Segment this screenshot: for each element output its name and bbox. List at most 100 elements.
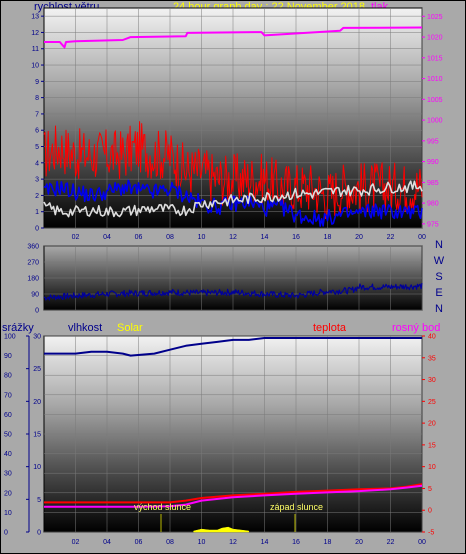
rain-humidity-tick-label: 40	[4, 451, 12, 458]
wind-time-label: 18	[324, 234, 332, 241]
pressure-tick-label: 1000	[427, 118, 443, 125]
rain-humidity-tick-label: 80	[4, 373, 12, 380]
rain-humidity-tick-label: 10	[4, 510, 12, 517]
solar-tick-label: 5	[37, 497, 41, 504]
wind-white-line	[43, 180, 423, 218]
wind-tick-label: 12	[31, 30, 39, 37]
solar-tick-label: 10	[33, 464, 41, 471]
temperature-time-label: 06	[135, 539, 143, 546]
solar-label: Solar	[117, 322, 143, 334]
rain-label: srážky	[2, 322, 34, 334]
wind-time-label: 04	[103, 234, 111, 241]
pressure-line	[44, 26, 423, 49]
wind-tick-label: 13	[31, 14, 39, 21]
dew-point-line	[44, 484, 423, 508]
wind-tick-label: 11	[32, 46, 39, 53]
compass-label: S	[435, 271, 442, 283]
temperature-line	[44, 483, 423, 504]
wind-tick-label: 4	[35, 160, 39, 167]
wind-time-label: 02	[72, 234, 80, 241]
solar-tick-label: 0	[37, 530, 41, 537]
temperature-label: teplota	[313, 322, 347, 334]
pressure-tick-label: 995	[427, 138, 439, 145]
direction-tick-label: 0	[35, 308, 39, 315]
compass-label: E	[435, 287, 442, 299]
temperature-tick-label: 5	[428, 486, 432, 493]
wind-tick-label: 7	[35, 111, 39, 118]
temperature-tick-label: 35	[428, 355, 436, 362]
temperature-tick-label: 40	[428, 334, 436, 341]
wind-time-label: 10	[198, 234, 206, 241]
rain-humidity-tick-label: 0	[4, 530, 8, 537]
direction-series	[43, 282, 423, 301]
direction-tick-label: 360	[27, 244, 39, 251]
wind-time-label: 00	[418, 234, 426, 241]
pressure-tick-label: 975	[427, 221, 439, 228]
solar-axis: 0 5 10 15 20 25 30	[26, 334, 41, 537]
temperature-time-axis: 02 04 06 08 10 12 14 16 18 20 22 00	[72, 539, 426, 546]
temperature-time-label: 16	[292, 539, 300, 546]
wind-tick-label: 8	[35, 95, 39, 102]
sunset-label: západ slunce	[270, 502, 323, 512]
temperature-series	[44, 337, 423, 533]
wind-tick-label: 2	[35, 193, 39, 200]
pressure-tick-label: 1005	[427, 97, 443, 104]
wind-average-line	[43, 179, 423, 227]
solar-tick-label: 20	[33, 399, 41, 406]
pressure-tick-label: 1025	[427, 14, 443, 21]
solar-tick-label: 15	[33, 432, 41, 439]
temperature-grid	[44, 335, 423, 533]
solar-area	[193, 526, 250, 533]
wind-series	[43, 26, 423, 227]
direction-tick-label: 180	[27, 276, 39, 283]
temperature-time-label: 18	[324, 539, 332, 546]
wind-tick-label: 10	[31, 63, 39, 70]
wind-time-axis: 02 04 06 08 10 12 14 16 18 20 22 00	[72, 234, 426, 241]
temperature-time-label: 20	[355, 539, 363, 546]
temperature-tick-label: 20	[428, 421, 436, 428]
wind-time-label: 12	[229, 234, 237, 241]
rain-humidity-tick-label: 30	[4, 471, 12, 478]
wind-direction-line	[43, 282, 423, 301]
temperature-tick-label: 15	[428, 442, 436, 449]
pressure-tick-label: 1010	[427, 76, 443, 83]
sunrise-label: východ slunce	[134, 502, 191, 512]
temperature-time-label: 22	[387, 539, 395, 546]
wind-tick-label: 9	[35, 79, 39, 86]
temperature-tick-label: 0	[428, 508, 432, 515]
rain-humidity-tick-label: 100	[4, 334, 16, 341]
direction-tick-label: 270	[27, 260, 39, 267]
rain-humidity-tick-label: 20	[4, 490, 12, 497]
wind-time-label: 16	[292, 234, 300, 241]
direction-axis: 0 90 180 270 360	[27, 244, 39, 315]
wind-time-label: 08	[166, 234, 174, 241]
solar-tick-label: 30	[33, 334, 41, 341]
temperature-time-label: 08	[166, 539, 174, 546]
direction-tick-label: 90	[31, 292, 39, 299]
temperature-axis: -5 0 5 10 15 20 25 30 35 40	[422, 334, 436, 537]
wind-tick-label: 5	[35, 144, 39, 151]
pressure-tick-label: 990	[427, 159, 439, 166]
temperature-time-label: 00	[418, 539, 426, 546]
temperature-tick-label: 10	[428, 464, 436, 471]
wind-tick-label: 6	[35, 128, 39, 135]
temperature-time-label: 10	[198, 539, 206, 546]
pressure-tick-label: 1020	[427, 35, 443, 42]
temperature-tick-label: 25	[428, 399, 436, 406]
rain-humidity-tick-label: 90	[4, 353, 12, 360]
wind-tick-label: 0	[35, 226, 39, 233]
rain-humidity-tick-label: 60	[4, 412, 12, 419]
humidity-label: vlhkost	[68, 322, 102, 334]
pressure-tick-label: 980	[427, 201, 439, 208]
temperature-time-label: 14	[261, 539, 269, 546]
temperature-tick-label: -5	[428, 530, 434, 537]
temperature-time-label: 04	[103, 539, 111, 546]
wind-time-label: 14	[261, 234, 269, 241]
solar-tick-label: 25	[33, 366, 41, 373]
pressure-tick-label: 985	[427, 180, 439, 187]
rain-humidity-tick-label: 70	[4, 392, 12, 399]
temperature-tick-label: 30	[428, 377, 436, 384]
